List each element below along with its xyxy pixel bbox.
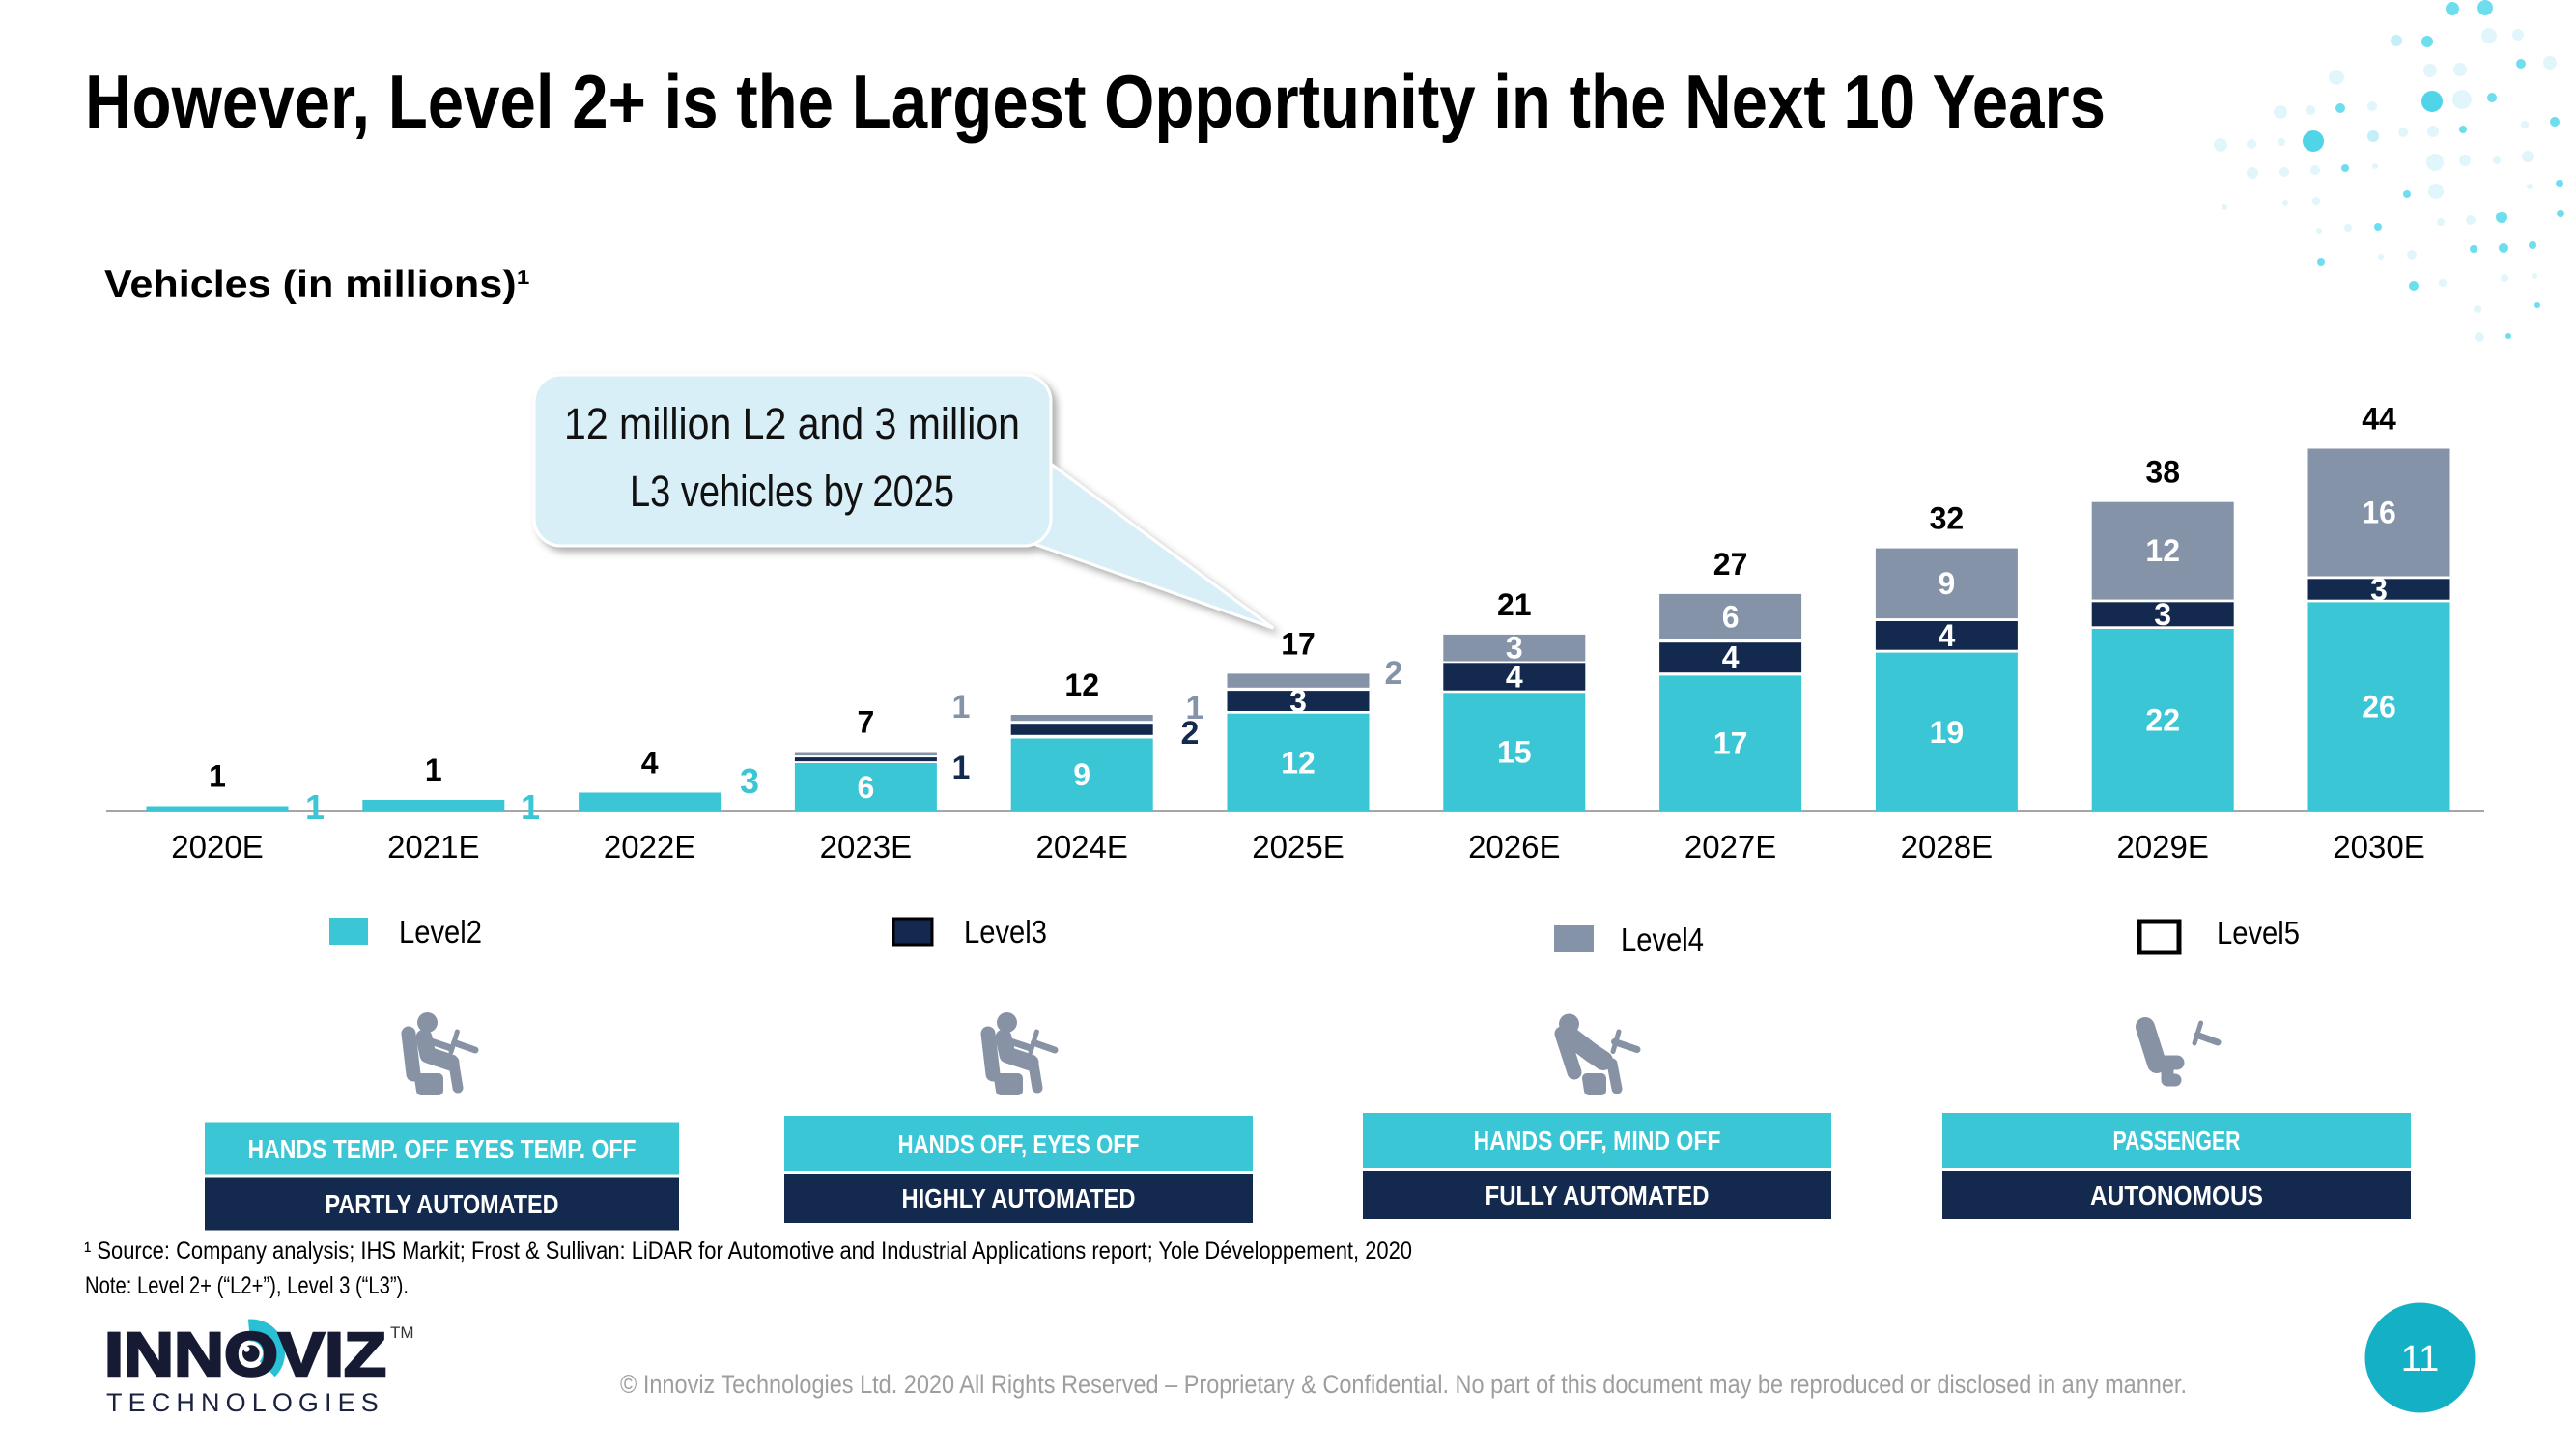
svg-text:AUTONOMOUS: AUTONOMOUS [2090, 1180, 2263, 1210]
svg-text:1: 1 [1186, 690, 1204, 726]
svg-text:2026E: 2026E [1468, 829, 1560, 865]
svg-text:2: 2 [1385, 655, 1403, 692]
svg-text:19: 19 [1930, 715, 1965, 750]
svg-text:Level2: Level2 [399, 914, 482, 950]
svg-text:2024E: 2024E [1035, 829, 1127, 865]
svg-text:4: 4 [1506, 660, 1523, 695]
svg-text:HIGHLY AUTOMATED: HIGHLY AUTOMATED [902, 1183, 1136, 1213]
svg-text:2028E: 2028E [1901, 829, 1993, 865]
svg-text:TM: TM [390, 1323, 414, 1342]
svg-text:HANDS OFF, MIND OFF: HANDS OFF, MIND OFF [1474, 1125, 1721, 1155]
svg-text:2030E: 2030E [2333, 829, 2424, 865]
svg-text:Vehicles (in millions)¹: Vehicles (in millions)¹ [104, 264, 530, 305]
svg-text:27: 27 [1713, 547, 1748, 582]
svg-text:22: 22 [2145, 703, 2180, 738]
svg-text:2021E: 2021E [387, 829, 479, 865]
svg-text:2029E: 2029E [2116, 829, 2208, 865]
svg-text:1: 1 [952, 689, 971, 725]
svg-text:17: 17 [1713, 726, 1748, 761]
svg-text:9: 9 [1939, 566, 1956, 601]
svg-text:12: 12 [1281, 745, 1316, 780]
svg-text:1: 1 [521, 787, 540, 827]
svg-text:32: 32 [1930, 501, 1965, 536]
svg-text:3: 3 [1289, 684, 1307, 719]
svg-text:Note: Level 2+ (“L2+”), Level: Note: Level 2+ (“L2+”), Level 3 (“L3”). [85, 1272, 409, 1299]
svg-text:44: 44 [2362, 402, 2396, 437]
svg-text:12: 12 [2145, 533, 2180, 568]
svg-text:6: 6 [858, 770, 875, 805]
svg-text:4: 4 [1722, 640, 1740, 675]
svg-text:FULLY AUTOMATED: FULLY AUTOMATED [1486, 1180, 1710, 1210]
svg-text:7: 7 [858, 705, 875, 740]
svg-text:2027E: 2027E [1684, 829, 1776, 865]
svg-text:HANDS TEMP. OFF EYES TEMP. OFF: HANDS TEMP. OFF EYES TEMP. OFF [248, 1134, 637, 1164]
svg-text:26: 26 [2362, 690, 2396, 724]
svg-text:Level4: Level4 [1621, 922, 1704, 957]
svg-text:1: 1 [209, 759, 226, 794]
svg-text:11: 11 [2401, 1339, 2439, 1379]
svg-text:PARTLY AUTOMATED: PARTLY AUTOMATED [326, 1189, 559, 1219]
svg-text:9: 9 [1073, 757, 1090, 792]
svg-text:12: 12 [1064, 668, 1099, 702]
svg-text:38: 38 [2145, 455, 2180, 490]
svg-text:21: 21 [1497, 587, 1532, 622]
svg-text:1: 1 [425, 753, 442, 787]
svg-text:2020E: 2020E [171, 829, 263, 865]
svg-text:HANDS OFF, EYES OFF: HANDS OFF, EYES OFF [898, 1129, 1140, 1159]
svg-text:1: 1 [305, 787, 325, 827]
svg-text:6: 6 [1722, 600, 1740, 635]
svg-text:Level3: Level3 [964, 914, 1047, 950]
svg-text:¹ Source: Company analysis; IH: ¹ Source: Company analysis; IHS Markit; … [84, 1237, 1412, 1264]
svg-text:Level5: Level5 [2217, 915, 2300, 951]
svg-text:2023E: 2023E [820, 829, 912, 865]
svg-text:4: 4 [641, 746, 659, 781]
svg-text:15: 15 [1497, 735, 1532, 770]
svg-text:3: 3 [2154, 597, 2171, 632]
svg-text:© Innoviz Technologies Ltd. 20: © Innoviz Technologies Ltd. 2020 All Rig… [620, 1370, 2187, 1399]
svg-text:4: 4 [1939, 618, 1956, 653]
svg-text:However, Level 2+ is the Large: However, Level 2+ is the Largest Opportu… [85, 59, 2106, 144]
svg-text:1: 1 [952, 750, 971, 786]
svg-text:17: 17 [1281, 626, 1316, 661]
svg-text:2: 2 [1181, 715, 1200, 752]
svg-text:TECHNOLOGIES: TECHNOLOGIES [106, 1388, 386, 1417]
svg-text:2022E: 2022E [604, 829, 695, 865]
svg-text:L3 vehicles by 2025: L3 vehicles by 2025 [630, 467, 954, 516]
svg-text:2025E: 2025E [1252, 829, 1344, 865]
svg-text:3: 3 [740, 761, 759, 801]
svg-text:3: 3 [1506, 631, 1523, 666]
svg-text:3: 3 [2370, 572, 2388, 607]
svg-text:PASSENGER: PASSENGER [2113, 1125, 2241, 1155]
svg-text:16: 16 [2362, 496, 2396, 530]
svg-text:12 million L2 and 3 million: 12 million L2 and 3 million [564, 399, 1020, 448]
